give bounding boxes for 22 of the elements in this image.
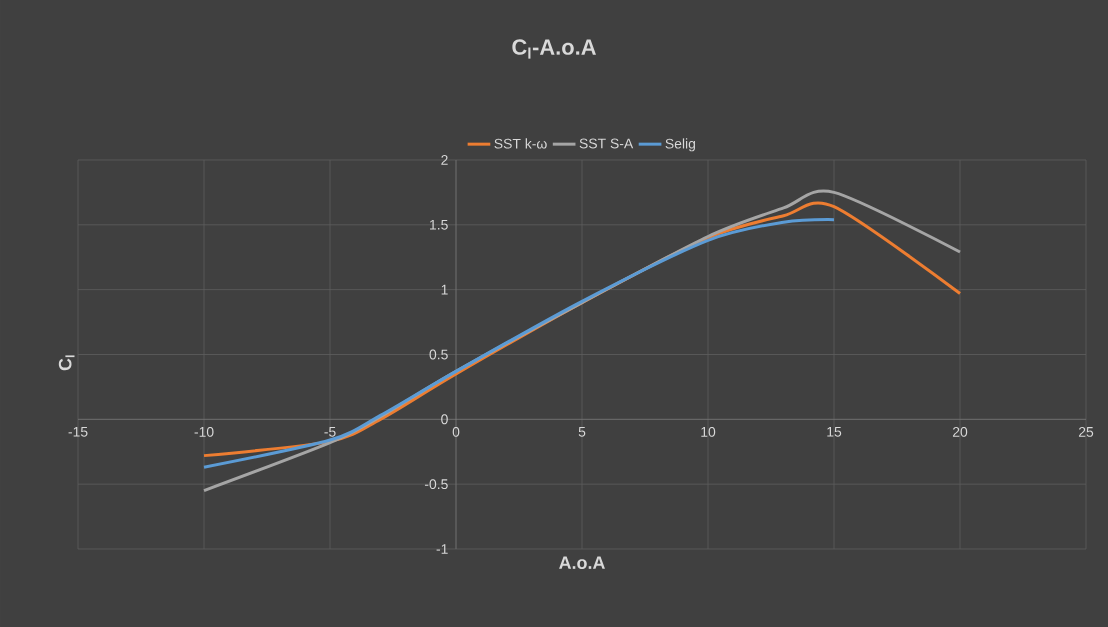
- x-tick-label: 5: [578, 426, 586, 437]
- legend-label: SST k-ω: [494, 138, 547, 149]
- y-tick-label: 0: [441, 414, 448, 425]
- x-tick-label: -15: [68, 426, 88, 437]
- x-tick-label: 15: [827, 426, 842, 437]
- y-tick-label: 1.5: [430, 219, 448, 230]
- x-tick-label: 10: [701, 426, 716, 437]
- x-axis-title: A.o.A: [559, 556, 605, 570]
- x-tick-label: -5: [324, 426, 336, 437]
- x-tick-label: -10: [194, 426, 214, 437]
- y-axis-title: C$_{l}$: [58, 355, 75, 371]
- y-tick-label: 2: [441, 155, 448, 165]
- x-tick-label: 20: [952, 426, 968, 437]
- y-tick-label: 0.5: [429, 349, 448, 360]
- x-tick-label: 25: [1078, 426, 1094, 437]
- legend-label: SST S-A: [579, 138, 634, 149]
- y-tick-label: -1: [436, 544, 448, 554]
- y-tick-label: 1: [441, 284, 448, 295]
- legend-label: Selig: [665, 138, 695, 152]
- chart-title: C$_{l}$-A.o.A: [512, 39, 596, 59]
- x-tick-label: 0: [452, 426, 460, 437]
- y-tick-label: -0.5: [424, 479, 448, 490]
